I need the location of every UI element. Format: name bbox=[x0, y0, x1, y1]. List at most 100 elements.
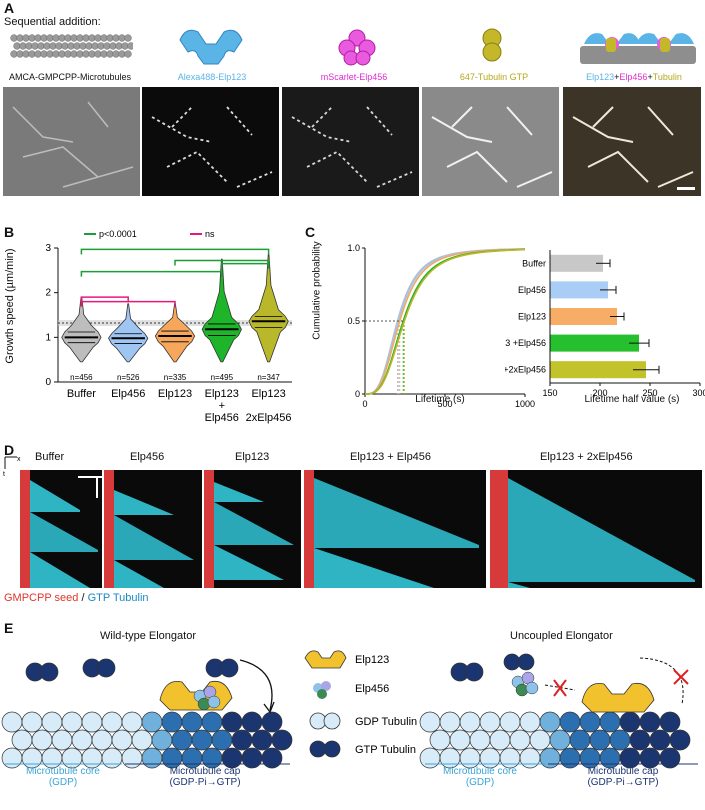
bar-label: Elp456 bbox=[518, 285, 546, 295]
tubulin-subunit bbox=[479, 747, 501, 769]
cross-icon bbox=[673, 669, 689, 685]
tubulin-subunit bbox=[1, 711, 23, 733]
caption-combined-elp456: Elp456 bbox=[619, 72, 648, 82]
tubulin-subunit bbox=[469, 729, 491, 751]
tubulin-subunit bbox=[549, 729, 571, 751]
group-label-2: Elp456 bbox=[205, 412, 239, 424]
tubulin-subunit bbox=[459, 747, 481, 769]
legend-ns-label: ns bbox=[205, 229, 215, 239]
panel-a-heading: Sequential addition: bbox=[4, 16, 101, 28]
group-label: Elp123 bbox=[251, 388, 285, 400]
group-n-label: n=347 bbox=[257, 373, 280, 382]
group-n-label: n=495 bbox=[211, 373, 234, 382]
bars-x-tick-label: 300 bbox=[692, 388, 705, 398]
significance-bracket bbox=[80, 296, 129, 303]
cdf-series-line bbox=[364, 248, 526, 395]
free-gtp-tubulin bbox=[96, 658, 116, 678]
tubulin-subunit bbox=[161, 711, 183, 733]
kymo-legend: GMPCPP seed / GTP Tubulin bbox=[4, 592, 149, 604]
tubulin-subunit bbox=[241, 747, 263, 769]
tubulin-subunit bbox=[509, 729, 531, 751]
tubulin-subunit bbox=[221, 747, 243, 769]
group-n-label: n=335 bbox=[164, 373, 187, 382]
tubulin-subunit bbox=[579, 747, 601, 769]
kymograph-elp456 bbox=[104, 470, 202, 588]
micro-image-microtubules bbox=[3, 87, 140, 196]
left-cap-title: Microtubule cap bbox=[169, 766, 241, 777]
kymograph-elp123 bbox=[204, 470, 301, 588]
tubulin-subunit bbox=[21, 711, 43, 733]
schematic-key: Elp123 Elp456 GDP Tubulin GTP Tubulin bbox=[304, 650, 417, 758]
tubulin-subunit bbox=[639, 747, 661, 769]
right-cap-sub: (GDP·Pi→GTP) bbox=[548, 777, 698, 788]
bar-label: Elp123 +Elp456 bbox=[505, 338, 546, 348]
tubulin-subunit bbox=[569, 729, 591, 751]
right-core-sub: (GDP) bbox=[465, 777, 495, 788]
right-core-label: Microtubule core (GDP) bbox=[425, 766, 535, 788]
bound-gtp-tubulin bbox=[219, 658, 239, 678]
tubulin-subunit bbox=[659, 747, 681, 769]
tubulin-subunit bbox=[121, 711, 143, 733]
violin-shape bbox=[201, 258, 242, 363]
y-tick-label: 2 bbox=[45, 288, 51, 299]
tubulin-subunit bbox=[61, 747, 83, 769]
cross-icon bbox=[553, 679, 567, 697]
tubulin-subunit bbox=[659, 711, 681, 733]
kymo-axes-icon: x t bbox=[3, 456, 21, 477]
tubulin-subunit bbox=[231, 729, 253, 751]
tubulin-subunit bbox=[629, 729, 651, 751]
left-cap-sub: (GDP·Pi→GTP) bbox=[130, 777, 280, 788]
right-cap-sub-a: (GDP·Pi bbox=[587, 777, 625, 788]
kymo-scale-x bbox=[78, 476, 102, 478]
cdf-y-tick-label: 0 bbox=[355, 389, 360, 399]
tubulin-subunit bbox=[439, 711, 461, 733]
tubulin-subunit bbox=[599, 747, 621, 769]
cdf-xlabel: Lifetime (s) bbox=[415, 394, 465, 405]
tubulin-subunit bbox=[211, 729, 233, 751]
violin-shape bbox=[248, 254, 289, 363]
key-elp456: Elp456 bbox=[355, 683, 389, 695]
panel-b-ylabel: Growth speed (µm/min) bbox=[4, 248, 16, 364]
cdf-series-line bbox=[364, 248, 526, 395]
group-n-label: n=456 bbox=[70, 373, 93, 382]
key-gtp-tubulin: GTP Tubulin bbox=[355, 744, 416, 756]
cdf-x-tick-label: 500 bbox=[437, 399, 452, 409]
tubulin-subunit bbox=[91, 729, 113, 751]
kymo-title-elp123-2xelp456: Elp123 + 2xElp456 bbox=[540, 451, 633, 463]
violin-shape bbox=[108, 303, 149, 363]
tubulin-subunit bbox=[459, 711, 481, 733]
free-gtp-tubulin bbox=[464, 662, 484, 682]
bars-x-tick-label: 250 bbox=[642, 388, 657, 398]
micro-image-elp123 bbox=[142, 87, 279, 196]
y-tick-label: 1 bbox=[45, 332, 51, 343]
elongator-schematic: Elp123 Elp456 GDP Tubulin GTP Tubulin bbox=[1, 650, 698, 769]
caption-combined-plus1: + bbox=[614, 72, 620, 82]
kymo-legend-sep: / bbox=[78, 592, 88, 604]
bar-label: Elp123 +2xElp456 bbox=[505, 365, 546, 375]
cdf-x-tick-label: 0 bbox=[362, 399, 367, 409]
right-core-title: Microtubule core bbox=[443, 766, 517, 777]
uc-curved-arrow bbox=[639, 657, 684, 705]
tubulin-subunit bbox=[121, 747, 143, 769]
tubulin-subunit bbox=[519, 747, 541, 769]
tubulin-subunit bbox=[609, 729, 631, 751]
significance-bracket bbox=[80, 270, 223, 277]
wt-curved-arrow bbox=[239, 659, 273, 711]
bars-xlabel: Lifetime half value (s) bbox=[584, 394, 680, 405]
caption-combined-elp123: Elp123 bbox=[586, 72, 615, 82]
panel-a-label: A bbox=[4, 0, 15, 16]
caption-combined: Elp123+Elp456+Tubulin bbox=[566, 72, 702, 82]
significance-bracket bbox=[80, 248, 270, 255]
y-tick-label: 0 bbox=[45, 377, 51, 388]
kymo-legend-red: GMPCPP seed bbox=[4, 592, 79, 604]
tubulin-subunit bbox=[171, 729, 193, 751]
tubulin-subunit bbox=[429, 729, 451, 751]
left-cap-sub-b: GTP) bbox=[216, 777, 241, 788]
caption-elp123: Alexa488-Elp123 bbox=[177, 72, 247, 82]
schematic-right-title: Uncoupled Elongator bbox=[510, 630, 613, 642]
violin-shape bbox=[61, 296, 102, 363]
kymograph-elp123-elp456 bbox=[304, 470, 486, 588]
bars-x-tick-label: 150 bbox=[542, 388, 557, 398]
bar-label: Elp123 bbox=[518, 312, 546, 322]
tubulin-subunit bbox=[559, 711, 581, 733]
